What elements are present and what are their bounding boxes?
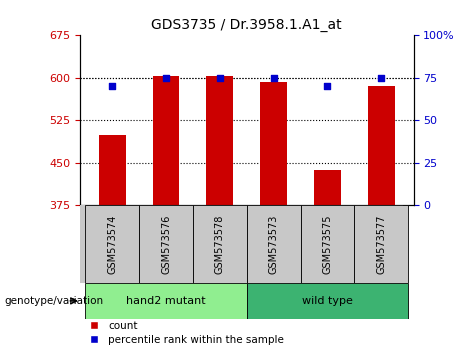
Bar	[247, 283, 408, 319]
Bar	[314, 170, 341, 205]
Point	[270, 75, 277, 81]
Point	[216, 75, 224, 81]
Text: GSM573576: GSM573576	[161, 215, 171, 274]
Text: genotype/variation: genotype/variation	[5, 296, 104, 306]
Point	[377, 75, 385, 81]
Bar	[247, 205, 301, 283]
Bar	[260, 82, 287, 205]
Text: wild type: wild type	[302, 296, 353, 306]
Bar	[85, 283, 247, 319]
Text: hand2 mutant: hand2 mutant	[126, 296, 206, 306]
Bar	[153, 76, 180, 205]
Text: GSM573574: GSM573574	[107, 215, 117, 274]
Text: GSM573575: GSM573575	[322, 215, 332, 274]
Text: GSM573578: GSM573578	[215, 215, 225, 274]
Point	[324, 84, 331, 89]
Bar	[301, 205, 354, 283]
Point	[162, 75, 170, 81]
Point	[109, 84, 116, 89]
Bar	[139, 205, 193, 283]
Bar	[354, 205, 408, 283]
Bar	[368, 86, 395, 205]
Bar	[85, 205, 139, 283]
Bar	[99, 135, 125, 205]
Text: GSM573573: GSM573573	[269, 215, 279, 274]
Bar	[206, 76, 233, 205]
Title: GDS3735 / Dr.3958.1.A1_at: GDS3735 / Dr.3958.1.A1_at	[151, 18, 342, 32]
Bar	[193, 205, 247, 283]
Text: GSM573577: GSM573577	[376, 215, 386, 274]
Legend: count, percentile rank within the sample: count, percentile rank within the sample	[85, 317, 288, 349]
